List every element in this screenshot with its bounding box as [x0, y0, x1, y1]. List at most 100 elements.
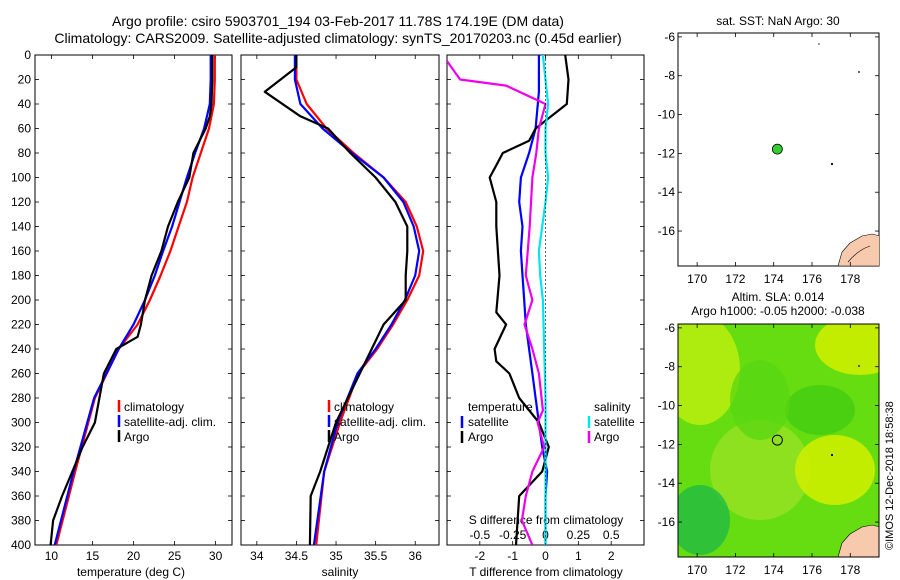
x-tick-label: 35.5	[364, 549, 388, 563]
island-dot	[858, 71, 860, 73]
sla-map-subtitle: Argo h1000: -0.05 h2000: -0.038	[691, 304, 865, 318]
map-y-tick-label: -14	[658, 476, 676, 490]
sla-patch	[730, 360, 790, 440]
depth-tick-label: 380	[11, 514, 31, 528]
x2-tick-label: 0.5	[603, 528, 620, 542]
legend-t-satellite: satellite	[468, 415, 509, 429]
depth-tick-label: 180	[11, 269, 31, 283]
map-y-tick-label: -12	[658, 146, 676, 160]
island-dot	[858, 365, 860, 367]
sst-map-axes: 170 172 174 176 178 -6 -8 -10 -12 -14 -16	[658, 30, 879, 286]
depth-tick-label: 20	[18, 73, 32, 87]
salinity-axes	[240, 54, 440, 546]
sst-map-land	[818, 43, 879, 266]
island-dot	[830, 453, 834, 457]
temperature-xlabel: temperature (deg C)	[77, 565, 185, 579]
map-y-tick-label: -14	[658, 185, 676, 199]
map-y-tick-label: -10	[658, 108, 676, 122]
legend-t-argo: Argo	[468, 430, 494, 444]
depth-tick-label: 280	[11, 391, 31, 405]
depth-tick-label: 80	[18, 146, 32, 160]
island-dot	[830, 162, 834, 166]
depth-tick-label: 300	[11, 416, 31, 430]
series-line-satellite-adj-clim-	[293, 55, 421, 545]
land-polygon	[837, 524, 879, 557]
difference-series	[447, 55, 570, 545]
map-x-tick-label: 170	[687, 272, 707, 286]
salinity-x-axis: 34 34.5 35 35.5 36	[250, 55, 422, 563]
legend-argo: Argo	[124, 430, 150, 444]
depth-tick-label: 60	[18, 122, 32, 136]
x-tick-label: 2	[608, 549, 615, 563]
salinity-xlabel: salinity	[322, 565, 359, 579]
depth-tick-label: 120	[11, 195, 31, 209]
series-line-argo	[49, 55, 214, 545]
map-y-tick-label: -10	[658, 399, 676, 413]
depth-tick-label: 160	[11, 244, 31, 258]
sla-patch	[678, 485, 730, 555]
map-x-tick-label: 176	[802, 272, 822, 286]
map-x-tick-label: 178	[840, 272, 860, 286]
x-tick-label: -1	[507, 549, 518, 563]
depth-tick-label: 140	[11, 220, 31, 234]
map-y-tick-label: -16	[658, 224, 676, 238]
depth-tick-label: 260	[11, 367, 31, 381]
map-y-tick-label: -6	[664, 30, 675, 44]
difference-legend-salinity: salinity satellite Argo	[587, 400, 635, 444]
depth-tick-label: 320	[11, 440, 31, 454]
depth-tick-label: 220	[11, 318, 31, 332]
map-y-tick-label: -6	[664, 321, 675, 335]
temperature-legend: climatology satellite-adj. clim. Argo	[117, 400, 216, 444]
legend-satellite: satellite-adj. clim.	[334, 415, 426, 429]
map-x-tick-label: 172	[725, 563, 745, 577]
series-line-s-argo	[447, 60, 547, 545]
depth-tick-label: 360	[11, 489, 31, 503]
legend-salinity-title: salinity	[594, 400, 631, 414]
temperature-x-axis: 10 15 20 25 30	[45, 55, 223, 563]
argo-location-marker	[771, 434, 783, 446]
sla-heatmap	[678, 324, 879, 557]
x-tick-label: 0	[542, 549, 549, 563]
series-line-climatology	[55, 55, 216, 545]
x-tick-label: 30	[209, 549, 223, 563]
depth-tick-label: 40	[18, 97, 32, 111]
map-x-tick-label: 174	[764, 563, 784, 577]
x-tick-label: 25	[168, 549, 182, 563]
depth-tick-label: 200	[11, 293, 31, 307]
land-polygon	[837, 233, 879, 266]
sla-patch	[678, 324, 740, 425]
depth-tick-label: 100	[11, 171, 31, 185]
depth-tick-label: 400	[11, 538, 31, 552]
map-x-tick-label: 170	[687, 563, 707, 577]
sst-map-title: sat. SST: NaN Argo: 30	[716, 14, 840, 28]
sla-patch	[710, 420, 810, 520]
x-tick-label: 34	[250, 549, 264, 563]
sla-patch	[795, 435, 875, 505]
coastline	[847, 245, 871, 263]
sla-map-frame	[677, 323, 880, 558]
x-tick-label: -2	[474, 549, 485, 563]
map-x-tick-label: 176	[802, 563, 822, 577]
map-x-tick-label: 172	[725, 272, 745, 286]
x-tick-label: 35	[329, 549, 343, 563]
temperature-axes	[34, 54, 233, 546]
temperature-series	[49, 55, 216, 545]
island-dot	[818, 43, 820, 45]
legend-climatology: climatology	[124, 400, 184, 414]
depth-axis: 0 20 40 60 80 100 120 140 160 180 200 220 240 260 280 3…	[11, 48, 644, 552]
x-tick-label: 20	[127, 549, 141, 563]
title-line-2: Climatology: CARS2009. Satellite-adjuste…	[54, 30, 621, 46]
difference-xlabel: T difference from climatology	[469, 565, 623, 579]
series-line-t-argo	[488, 55, 570, 545]
x-tick-label: 10	[45, 549, 59, 563]
sla-map-axes: 170 172 174 176 178 -6 -8 -10 -12 -14 -16	[658, 321, 879, 577]
depth-tick-label: 340	[11, 465, 31, 479]
series-line-satellite-adj-clim-	[53, 55, 212, 545]
map-y-tick-label: -8	[664, 69, 675, 83]
x2-tick-label: 0.25	[567, 528, 591, 542]
x-tick-label: 1	[575, 549, 582, 563]
sla-patch	[815, 324, 879, 375]
series-line-argo	[263, 55, 409, 545]
difference-x2-axis: -0.5 -0.25 0 0.25 0.5	[469, 528, 619, 542]
